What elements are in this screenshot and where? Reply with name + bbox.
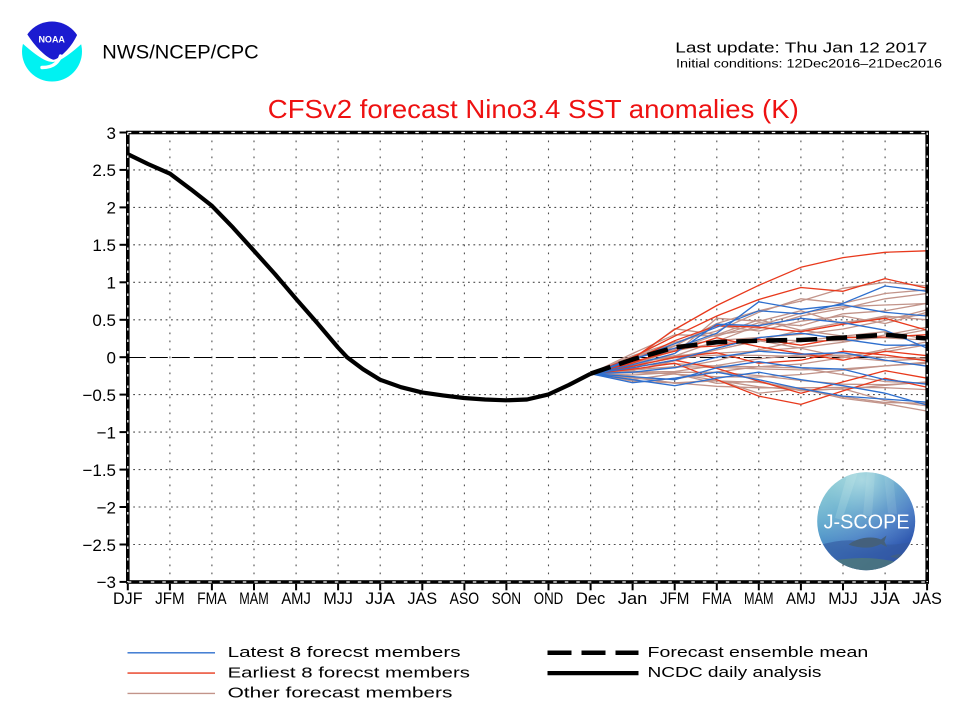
svg-text:1: 1	[107, 274, 116, 293]
svg-text:JJA: JJA	[870, 590, 900, 608]
svg-text:−0.5: −0.5	[82, 386, 116, 405]
svg-text:Other forecast members: Other forecast members	[228, 685, 453, 701]
svg-text:JAS: JAS	[408, 590, 438, 608]
svg-text:NWS/NCEP/CPC: NWS/NCEP/CPC	[102, 43, 258, 64]
svg-text:MJJ: MJJ	[828, 590, 858, 608]
svg-text:Latest 8 forecst members: Latest 8 forecst members	[228, 645, 461, 661]
svg-text:J-SCOPE: J-SCOPE	[824, 511, 910, 534]
svg-text:FMA: FMA	[197, 590, 227, 608]
svg-text:0: 0	[107, 349, 116, 368]
svg-text:0.5: 0.5	[92, 311, 116, 330]
svg-text:MAM: MAM	[239, 590, 269, 608]
svg-text:AMJ: AMJ	[281, 590, 311, 608]
svg-text:−1: −1	[97, 423, 116, 442]
svg-text:DJF: DJF	[113, 590, 143, 608]
svg-text:OND: OND	[534, 590, 564, 608]
svg-text:1.5: 1.5	[92, 236, 116, 255]
svg-text:−3: −3	[97, 573, 116, 592]
svg-text:Initial conditions: 12Dec2016–: Initial conditions: 12Dec2016–21Dec2016	[676, 59, 942, 71]
svg-text:Dec: Dec	[576, 590, 606, 608]
svg-text:SON: SON	[492, 590, 522, 608]
svg-text:3: 3	[107, 124, 116, 143]
svg-text:ASO: ASO	[450, 590, 480, 608]
svg-text:MJJ: MJJ	[323, 590, 353, 608]
svg-text:Jan: Jan	[618, 590, 648, 608]
svg-text:FMA: FMA	[702, 590, 732, 608]
svg-text:CFSv2 forecast Nino3.4 SST ano: CFSv2 forecast Nino3.4 SST anomalies (K)	[268, 94, 799, 124]
svg-text:MAM: MAM	[744, 590, 774, 608]
svg-text:JAS: JAS	[912, 590, 942, 608]
svg-text:NCDC daily analysis: NCDC daily analysis	[648, 665, 822, 681]
svg-text:2: 2	[107, 199, 116, 218]
svg-text:JFM: JFM	[155, 590, 185, 608]
svg-text:−1.5: −1.5	[82, 461, 116, 480]
svg-text:AMJ: AMJ	[786, 590, 816, 608]
svg-text:Forecast ensemble mean: Forecast ensemble mean	[648, 645, 869, 661]
svg-text:2.5: 2.5	[92, 161, 116, 180]
svg-text:JFM: JFM	[660, 590, 690, 608]
svg-text:Last update: Thu Jan 12 2017: Last update: Thu Jan 12 2017	[675, 41, 927, 57]
svg-text:JJA: JJA	[365, 590, 395, 608]
svg-text:−2: −2	[97, 498, 116, 517]
svg-text:NOAA: NOAA	[38, 35, 65, 45]
svg-text:Earliest 8 forecst members: Earliest 8 forecst members	[228, 665, 470, 681]
svg-text:−2.5: −2.5	[82, 536, 116, 555]
